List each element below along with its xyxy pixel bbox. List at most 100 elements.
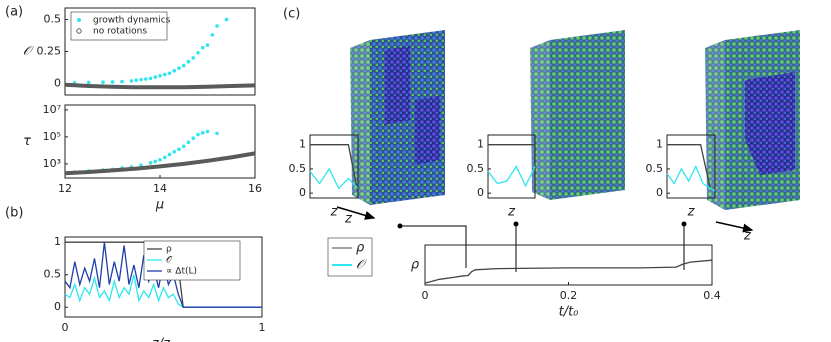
y-axis-label: τ xyxy=(23,134,31,149)
connector-dot xyxy=(513,221,519,227)
legend-label: no rotations xyxy=(93,27,147,37)
data-point xyxy=(200,45,205,50)
y-tick-label: 10⁷ xyxy=(43,103,61,116)
x-tick-label: 0.4 xyxy=(703,289,721,302)
panel-label: (b) xyxy=(5,206,23,221)
data-point xyxy=(139,77,143,82)
y-tick-label: 0.5 xyxy=(44,13,62,26)
cube-2 xyxy=(530,30,625,200)
y-tick-label: 0.5 xyxy=(467,162,485,175)
x-tick-label: 16 xyxy=(248,182,262,195)
x-tick-label: 0 xyxy=(422,289,429,302)
y-tick-label: 0 xyxy=(54,300,61,313)
data-point xyxy=(162,155,167,160)
y-tick-label: 1 xyxy=(477,138,484,151)
y-tick-label: 0.25 xyxy=(37,45,62,58)
x-axis-label: t/t₀ xyxy=(559,305,580,320)
plot-frame xyxy=(309,134,359,199)
cube-axis-label: z xyxy=(743,229,752,244)
y-tick-label: 10³ xyxy=(43,157,61,170)
data-point xyxy=(196,132,200,137)
legend-box xyxy=(70,11,168,41)
x-tick-label: 14 xyxy=(153,182,167,195)
data-point xyxy=(143,77,148,81)
data-line xyxy=(487,165,536,188)
data-point xyxy=(172,68,177,73)
panel-label: (c) xyxy=(283,7,300,22)
x-tick-label: 0.2 xyxy=(560,289,578,302)
data-point xyxy=(181,63,186,68)
plot-frame xyxy=(424,244,713,286)
y-tick-label: 0 xyxy=(656,186,663,199)
data-line xyxy=(64,82,256,90)
legend-marker xyxy=(76,28,82,34)
data-line xyxy=(424,259,713,284)
data-point xyxy=(129,79,134,83)
data-line xyxy=(666,164,716,192)
data-line xyxy=(64,242,262,308)
data-point xyxy=(148,161,153,165)
x-tick-label: 0 xyxy=(62,321,69,334)
legend-label: ρ xyxy=(166,245,172,255)
panel-label: (a) xyxy=(5,5,23,20)
data-point xyxy=(101,80,105,85)
connector-dot xyxy=(397,223,403,229)
data-point xyxy=(167,71,172,76)
y-tick-label: 0.5 xyxy=(289,162,307,175)
legend-box xyxy=(327,237,373,277)
data-point xyxy=(191,56,196,60)
data-point xyxy=(200,131,205,135)
y-tick-label: 0 xyxy=(299,186,306,199)
x-tick-label: 1 xyxy=(259,321,266,334)
data-point xyxy=(167,152,172,157)
x-axis-label: z/z₀ xyxy=(151,337,176,342)
data-line xyxy=(310,144,359,194)
y-axis-label: 𝒪 xyxy=(23,44,35,59)
y-tick-label: 0 xyxy=(54,76,61,89)
data-point xyxy=(120,79,124,84)
data-point xyxy=(172,149,177,154)
cube-3 xyxy=(705,30,800,210)
y-tick-label: 10⁵ xyxy=(43,130,61,143)
plot-frame xyxy=(64,236,263,318)
data-point xyxy=(191,136,196,140)
data-line xyxy=(64,151,256,176)
data-line xyxy=(309,167,359,190)
data-point xyxy=(215,24,219,28)
y-tick-label: 1 xyxy=(54,235,61,248)
y-tick-label: 1 xyxy=(656,138,663,151)
cube-axis-label: z xyxy=(344,212,353,227)
y-tick-label: 0 xyxy=(477,186,484,199)
data-point xyxy=(153,75,158,79)
legend-label: ρ xyxy=(356,241,365,256)
cube-1 xyxy=(350,30,445,205)
data-point xyxy=(181,144,186,149)
x-axis-label: z xyxy=(330,205,339,220)
x-tick-label: 12 xyxy=(58,182,72,195)
data-point xyxy=(162,72,167,77)
y-axis-label: ρ xyxy=(411,258,420,273)
data-point xyxy=(177,147,181,152)
data-point xyxy=(177,66,181,70)
legend-marker xyxy=(77,18,81,22)
data-point xyxy=(153,159,158,164)
data-point xyxy=(158,74,162,78)
x-axis-label: μ xyxy=(155,198,164,213)
data-point xyxy=(205,43,210,47)
data-point xyxy=(210,33,215,37)
data-point xyxy=(158,158,162,162)
legend-label: ∝ Δt(L) xyxy=(166,267,197,277)
cube-arrow xyxy=(336,206,376,220)
x-axis-label: z xyxy=(687,205,696,220)
data-point xyxy=(205,129,210,134)
plot-frame xyxy=(666,134,716,199)
data-line xyxy=(64,274,262,308)
connectors xyxy=(400,224,685,272)
legend-label: 𝒪 xyxy=(166,256,173,266)
y-tick-label: 0.5 xyxy=(646,162,664,175)
data-point xyxy=(224,17,229,22)
y-tick-label: 1 xyxy=(299,138,306,151)
data-point xyxy=(215,131,219,136)
cube-arrow xyxy=(715,221,754,233)
